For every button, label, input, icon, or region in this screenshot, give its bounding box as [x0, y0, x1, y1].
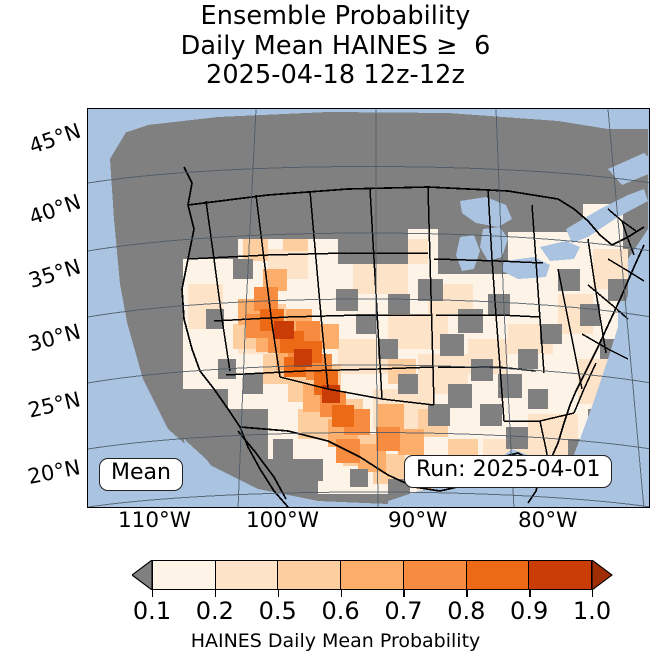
figure-title: Ensemble Probability Daily Mean HAINES ≥…: [0, 1, 671, 91]
colorbar-tick-labels: 0.1 0.2 0.5 0.6 0.7 0.8 0.9 1.0: [0, 597, 671, 629]
lon-label-80w: 80°W: [518, 508, 578, 533]
colorbar-band-4: [402, 561, 466, 589]
map-raster-and-borders: [88, 109, 649, 507]
lat-label-35n: 35°N: [25, 254, 84, 293]
colorbar-tick-4: [403, 590, 405, 597]
colorbar-tick-label-4: 0.7: [384, 597, 423, 625]
colorbar-bands: [152, 560, 592, 590]
colorbar-tick-label-0: 0.1: [132, 597, 172, 625]
colorbar-under-cap: [132, 560, 153, 590]
colorbar-ticks: [132, 590, 612, 598]
colorbar-tick-2: [277, 590, 280, 597]
map-annotation-run: Run: 2025-04-01: [404, 455, 613, 488]
colorbar-tick-label-3: 0.6: [321, 597, 360, 625]
lon-label-90w: 90°W: [388, 508, 448, 533]
colorbar-tick-label-5: 0.8: [447, 597, 486, 625]
colorbar-band-5: [465, 561, 529, 589]
lon-label-110w: 110°W: [118, 508, 192, 533]
colorbar[interactable]: 0.1 0.2 0.5 0.6 0.7 0.8 0.9 1.0 HAINES Daily Me…: [0, 560, 671, 658]
graticule: [88, 109, 649, 507]
colorbar-tick-3: [340, 590, 342, 597]
colorbar-tick-label-2: 0.5: [258, 597, 297, 625]
colorbar-tick-label-6: 0.9: [510, 597, 549, 625]
lat-label-20n: 20°N: [25, 455, 83, 489]
colorbar-tick-label-7: 1.0: [572, 597, 612, 625]
colorbar-label: HAINES Daily Mean Probability: [190, 630, 481, 652]
colorbar-band-2: [277, 561, 341, 589]
map-annotation-mean: Mean: [99, 458, 183, 491]
colorbar-strip[interactable]: [132, 560, 613, 590]
colorbar-tick-0: [152, 590, 154, 597]
colorbar-over-cap: [592, 560, 613, 590]
colorbar-tick-6: [529, 590, 531, 597]
colorbar-tick-5: [466, 590, 468, 597]
colorbar-band-1: [214, 561, 278, 589]
colorbar-band-0: [153, 561, 215, 589]
colorbar-tick-7: [592, 590, 594, 597]
colorbar-band-3: [340, 561, 403, 589]
lon-label-100w: 100°W: [246, 508, 320, 533]
title-line-3: 2025-04-18 12z-12z: [206, 60, 465, 91]
map-panel[interactable]: [87, 108, 650, 508]
colorbar-band-6: [528, 561, 592, 589]
colorbar-tick-label-1: 0.2: [195, 597, 234, 625]
title-line-2: Daily Mean HAINES ≥ 6: [180, 30, 491, 61]
map-canvas: [88, 109, 649, 507]
lat-label-45n: 45°N: [26, 118, 84, 159]
lat-label-25n: 25°N: [25, 387, 83, 423]
colorbar-tick-1: [214, 590, 217, 597]
lat-label-30n: 30°N: [25, 319, 84, 357]
lat-label-40n: 40°N: [26, 189, 84, 230]
probability-raster: [88, 109, 649, 507]
title-line-1: Ensemble Probability: [200, 1, 471, 31]
